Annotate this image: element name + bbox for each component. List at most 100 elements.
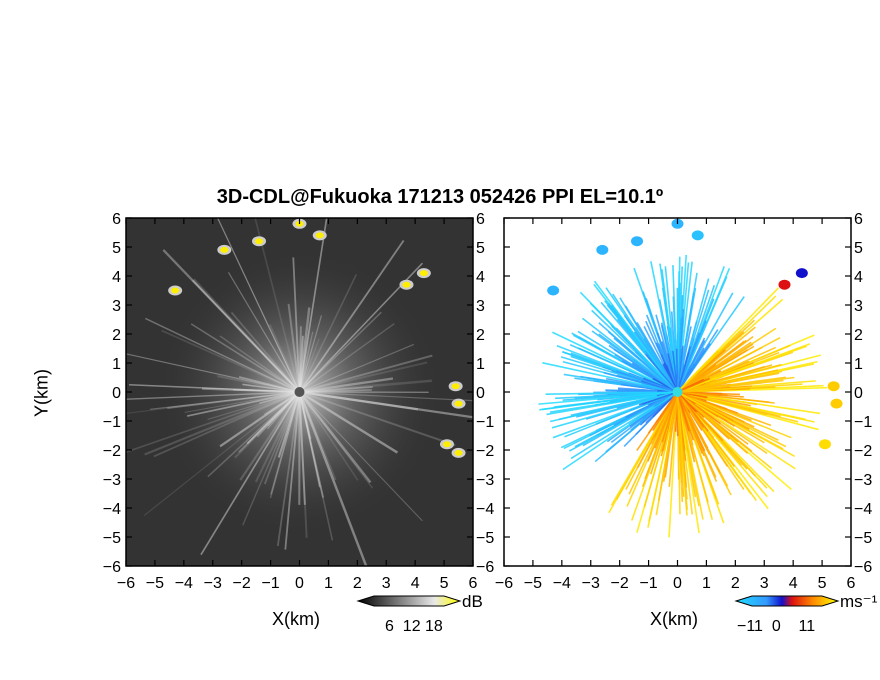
intensity-streak xyxy=(239,391,301,481)
x-tick-label: 4 xyxy=(411,575,420,592)
y-tick-label: −1 xyxy=(476,414,494,431)
intensity-streak xyxy=(299,389,372,393)
velocity-ray-negative xyxy=(636,322,679,393)
intensity-streak xyxy=(267,391,300,427)
intensity-streak xyxy=(162,249,301,393)
velocity-ray-positive xyxy=(636,391,679,469)
y-tick-label: 1 xyxy=(112,356,121,373)
x-tick-label: −5 xyxy=(146,575,164,592)
velocity-ray-positive xyxy=(677,391,796,470)
velocity-ray-positive xyxy=(676,391,690,432)
x-tick-label: 2 xyxy=(731,575,740,592)
intensity-streak xyxy=(299,377,394,394)
velocity-ray-positive xyxy=(677,391,781,418)
velocity-echo xyxy=(818,439,831,450)
velocity-ray-positive xyxy=(677,345,807,393)
y-tick-label: 1 xyxy=(476,356,485,373)
x-tick-label: −4 xyxy=(553,575,571,592)
intensity-streak xyxy=(298,391,359,481)
y-tick-label: −3 xyxy=(476,472,494,489)
y-tick-label: 4 xyxy=(476,269,485,286)
x-tick-label: 6 xyxy=(469,575,478,592)
intensity-streak xyxy=(276,391,301,547)
y-tick-label: −3 xyxy=(854,472,872,489)
intensity-streak xyxy=(298,390,399,454)
x-tick-label: −2 xyxy=(611,575,629,592)
intensity-streak xyxy=(284,391,301,550)
intensity-streak xyxy=(254,218,301,393)
intensity-streak xyxy=(263,391,300,416)
velocity-ray-negative xyxy=(562,391,678,471)
velocity-ray-positive xyxy=(676,391,729,467)
bright-echo xyxy=(255,238,264,245)
velocity-ray-positive xyxy=(677,391,792,439)
intensity-streak xyxy=(216,218,301,393)
intensity-streak xyxy=(238,376,300,393)
x-tick-label: −1 xyxy=(639,575,657,592)
right-colorbar-ticks: −11 0 11 xyxy=(737,618,816,635)
intensity-streak xyxy=(298,335,304,393)
velocity-echo xyxy=(596,244,609,255)
y-tick-label: −4 xyxy=(103,501,121,518)
intensity-streak xyxy=(299,379,432,394)
velocity-echo xyxy=(827,381,840,392)
intensity-streak xyxy=(299,323,395,393)
intensity-streak xyxy=(298,218,328,393)
intensity-streak xyxy=(232,389,300,393)
x-tick-label: −5 xyxy=(524,575,542,592)
x-tick-label: 0 xyxy=(673,575,682,592)
velocity-ray-positive xyxy=(677,372,780,393)
y-tick-label: −2 xyxy=(854,443,872,460)
intensity-streak xyxy=(269,391,301,499)
intensity-streak xyxy=(277,391,301,458)
y-tick-label: −6 xyxy=(476,559,494,576)
y-tick-label: −3 xyxy=(103,472,121,489)
velocity-ray-negative xyxy=(672,350,679,393)
intensity-streak xyxy=(259,391,300,405)
intensity-streak xyxy=(217,374,300,394)
velocity-ray-negative xyxy=(656,332,679,393)
velocity-ray-positive xyxy=(677,391,770,403)
velocity-ray-positive xyxy=(677,340,745,393)
velocity-ray-negative xyxy=(676,351,690,393)
intensity-streak xyxy=(299,391,473,402)
y-tick-label: −4 xyxy=(476,501,494,518)
velocity-ray-positive xyxy=(677,391,796,457)
intensity-streak xyxy=(150,391,300,410)
bright-echo xyxy=(315,232,324,239)
right-colorbar-unit: ms⁻¹ xyxy=(840,592,878,611)
intensity-streak xyxy=(143,391,300,517)
intensity-streak xyxy=(299,343,414,393)
axis-ticks: −6 −5 −4 −3 −2 −1 0 1 2 3 4 5 66 65 54 43 32 21 10 0−1 −1−2−… xyxy=(103,211,873,592)
left-colorbar xyxy=(356,595,462,607)
y-tick-label: 3 xyxy=(476,298,485,315)
intensity-streak xyxy=(186,391,300,417)
bright-echo xyxy=(442,441,451,448)
intensity-streak xyxy=(298,326,302,393)
intensity-streak xyxy=(190,323,300,393)
velocity-ray-positive xyxy=(661,391,679,443)
intensity-streak xyxy=(256,391,301,438)
y-tick-label: −5 xyxy=(103,530,121,547)
intensity-streak xyxy=(287,303,301,393)
x-tick-label: −2 xyxy=(233,575,251,592)
velocity-echo xyxy=(631,236,644,247)
y-tick-label: −2 xyxy=(476,443,494,460)
velocity-ray-negative xyxy=(593,280,679,393)
y-tick-label: 0 xyxy=(112,385,121,402)
intensity-streak xyxy=(298,391,334,541)
x-tick-label: 2 xyxy=(353,575,362,592)
velocity-ray-negative xyxy=(642,391,678,406)
y-tick-label: −5 xyxy=(476,530,494,547)
y-tick-label: 5 xyxy=(112,240,121,257)
y-tick-label: 4 xyxy=(854,269,863,286)
intensity-streak xyxy=(298,239,405,393)
intensity-streak xyxy=(298,391,374,489)
intensity-streak xyxy=(126,353,300,393)
velocity-ray-negative xyxy=(663,362,679,393)
velocity-ray-negative xyxy=(579,291,679,393)
left-colorbar-unit: dB xyxy=(462,592,483,611)
velocity-ray-positive xyxy=(652,391,679,432)
velocity-ray-negative xyxy=(542,362,678,393)
intensity-streak xyxy=(126,391,300,400)
